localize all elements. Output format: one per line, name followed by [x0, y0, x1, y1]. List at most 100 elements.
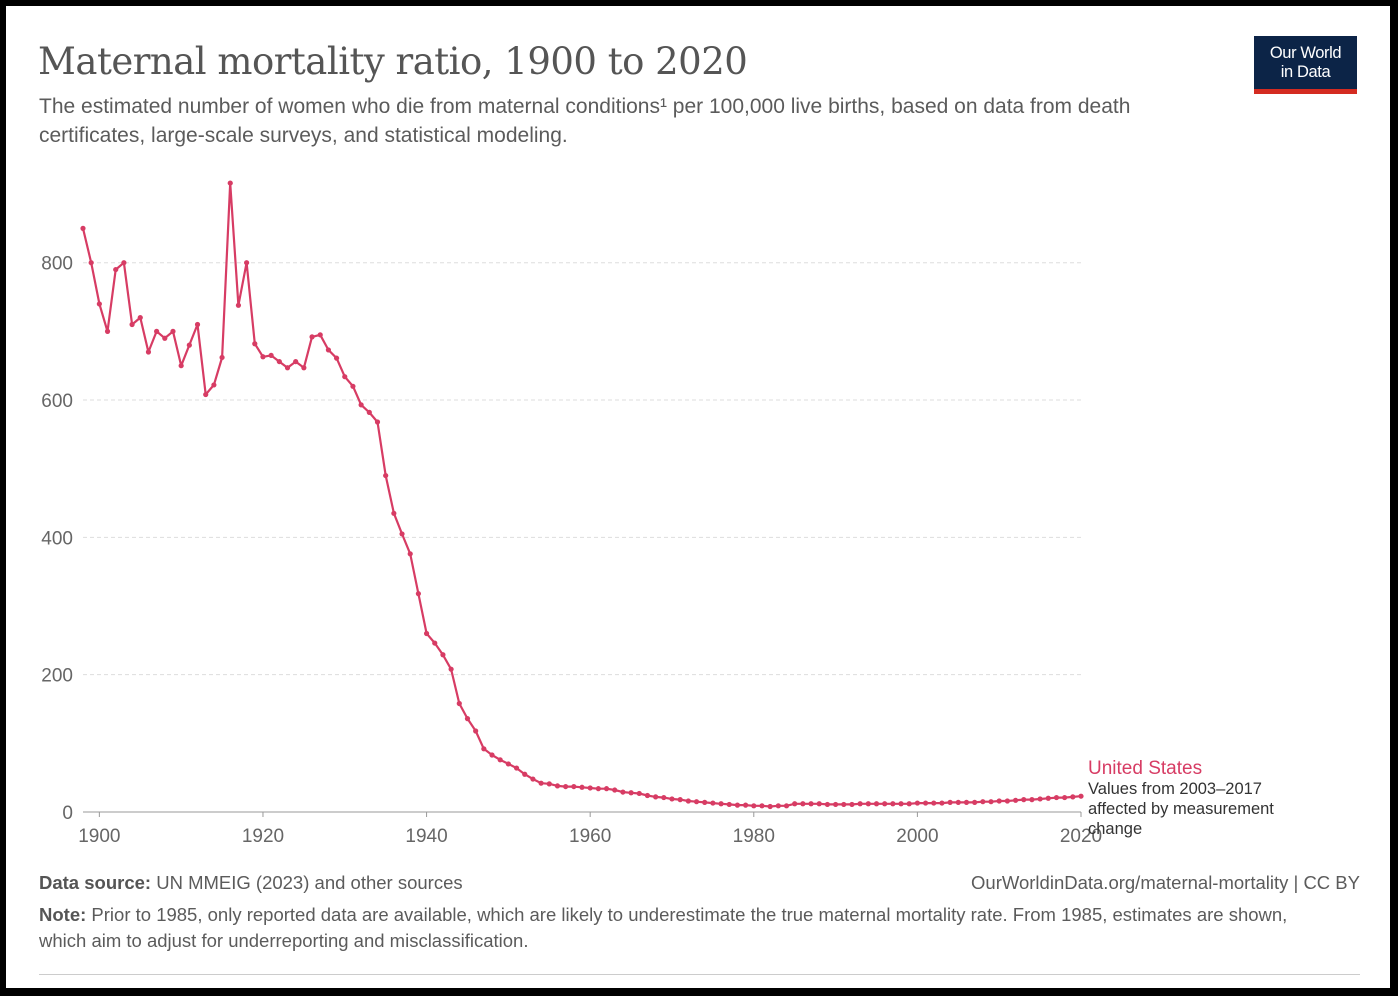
data-point[interactable] — [546, 781, 552, 787]
data-point[interactable] — [890, 801, 896, 807]
data-point[interactable] — [571, 783, 577, 790]
data-point[interactable] — [554, 783, 561, 789]
data-point[interactable] — [963, 799, 970, 805]
data-point[interactable] — [792, 801, 798, 807]
data-point[interactable] — [734, 802, 741, 808]
data-point[interactable] — [579, 784, 585, 790]
data-point[interactable] — [211, 382, 217, 388]
data-point[interactable] — [96, 301, 102, 307]
data-point[interactable] — [88, 260, 94, 266]
data-point[interactable] — [399, 531, 405, 537]
data-point[interactable] — [432, 640, 438, 646]
data-point[interactable] — [612, 787, 618, 793]
data-point[interactable] — [1021, 797, 1027, 803]
data-point[interactable] — [137, 315, 143, 321]
data-point[interactable] — [121, 260, 127, 266]
data-point[interactable] — [350, 383, 356, 389]
data-point[interactable] — [1078, 793, 1084, 799]
data-point[interactable] — [1037, 796, 1043, 802]
data-point[interactable] — [104, 328, 111, 334]
series-label-united-states[interactable]: United States — [1088, 758, 1202, 779]
data-point[interactable] — [522, 771, 528, 777]
data-point[interactable] — [832, 801, 839, 808]
data-source-text[interactable]: UN MMEIG (2023) and other sources — [156, 872, 463, 893]
data-point[interactable] — [203, 391, 209, 398]
data-point[interactable] — [841, 801, 847, 808]
data-point[interactable] — [489, 752, 495, 758]
data-point[interactable] — [383, 472, 389, 479]
owid-logo[interactable]: Our World in Data — [1254, 36, 1357, 94]
data-point[interactable] — [1062, 794, 1068, 801]
data-point[interactable] — [751, 803, 757, 809]
data-point[interactable] — [530, 776, 536, 782]
data-point[interactable] — [661, 794, 667, 801]
data-point[interactable] — [800, 801, 806, 807]
data-point[interactable] — [342, 374, 348, 380]
data-point[interactable] — [366, 409, 372, 415]
data-point[interactable] — [178, 363, 184, 369]
data-point[interactable] — [947, 799, 953, 805]
data-point[interactable] — [718, 801, 724, 807]
data-point[interactable] — [301, 365, 307, 371]
data-point[interactable] — [816, 801, 822, 807]
data-point[interactable] — [1053, 794, 1060, 801]
data-point[interactable] — [595, 786, 601, 792]
data-point[interactable] — [235, 302, 242, 308]
data-point[interactable] — [906, 801, 912, 807]
data-point[interactable] — [194, 321, 201, 328]
data-point[interactable] — [922, 800, 929, 806]
data-point[interactable] — [628, 790, 634, 796]
data-point[interactable] — [497, 757, 503, 763]
data-point[interactable] — [145, 349, 152, 355]
data-point[interactable] — [244, 260, 250, 266]
data-point[interactable] — [309, 334, 315, 340]
data-point[interactable] — [710, 800, 716, 806]
data-point[interactable] — [931, 800, 937, 806]
data-point[interactable] — [333, 355, 340, 361]
data-point[interactable] — [824, 801, 831, 808]
data-point[interactable] — [1004, 798, 1010, 804]
data-point[interactable] — [513, 765, 520, 771]
data-point[interactable] — [857, 801, 863, 807]
data-point[interactable] — [464, 716, 471, 722]
data-point[interactable] — [726, 801, 732, 808]
data-point[interactable] — [538, 780, 544, 786]
data-point[interactable] — [227, 180, 233, 186]
data-point[interactable] — [914, 800, 920, 806]
data-point[interactable] — [996, 798, 1002, 804]
series-line[interactable] — [81, 182, 1082, 808]
data-point[interactable] — [186, 342, 192, 348]
data-point[interactable] — [808, 801, 814, 807]
data-point[interactable] — [955, 799, 961, 805]
data-point[interactable] — [980, 799, 986, 805]
data-point[interactable] — [170, 328, 176, 334]
data-point[interactable] — [849, 801, 855, 808]
data-point[interactable] — [988, 799, 994, 805]
data-point[interactable] — [129, 321, 135, 328]
data-point[interactable] — [620, 789, 626, 795]
data-point[interactable] — [653, 794, 659, 800]
data-point[interactable] — [898, 801, 904, 807]
data-point[interactable] — [162, 335, 168, 341]
data-point[interactable] — [374, 419, 381, 425]
data-point[interactable] — [669, 796, 675, 802]
data-point[interactable] — [481, 746, 487, 752]
data-point[interactable] — [293, 358, 299, 365]
data-point[interactable] — [423, 630, 430, 637]
data-point[interactable] — [1012, 797, 1019, 803]
data-point[interactable] — [775, 803, 781, 809]
data-point[interactable] — [448, 666, 454, 672]
data-point[interactable] — [693, 799, 700, 805]
data-point[interactable] — [260, 354, 266, 360]
data-point[interactable] — [1045, 795, 1051, 801]
data-point[interactable] — [219, 354, 225, 361]
data-point[interactable] — [865, 801, 871, 807]
data-point[interactable] — [276, 358, 282, 365]
data-point[interactable] — [1070, 794, 1076, 800]
data-point[interactable] — [603, 786, 610, 792]
data-point[interactable] — [358, 402, 364, 408]
data-point[interactable] — [636, 790, 642, 797]
data-point[interactable] — [113, 266, 119, 273]
data-point[interactable] — [587, 785, 593, 791]
data-point[interactable] — [743, 802, 749, 808]
